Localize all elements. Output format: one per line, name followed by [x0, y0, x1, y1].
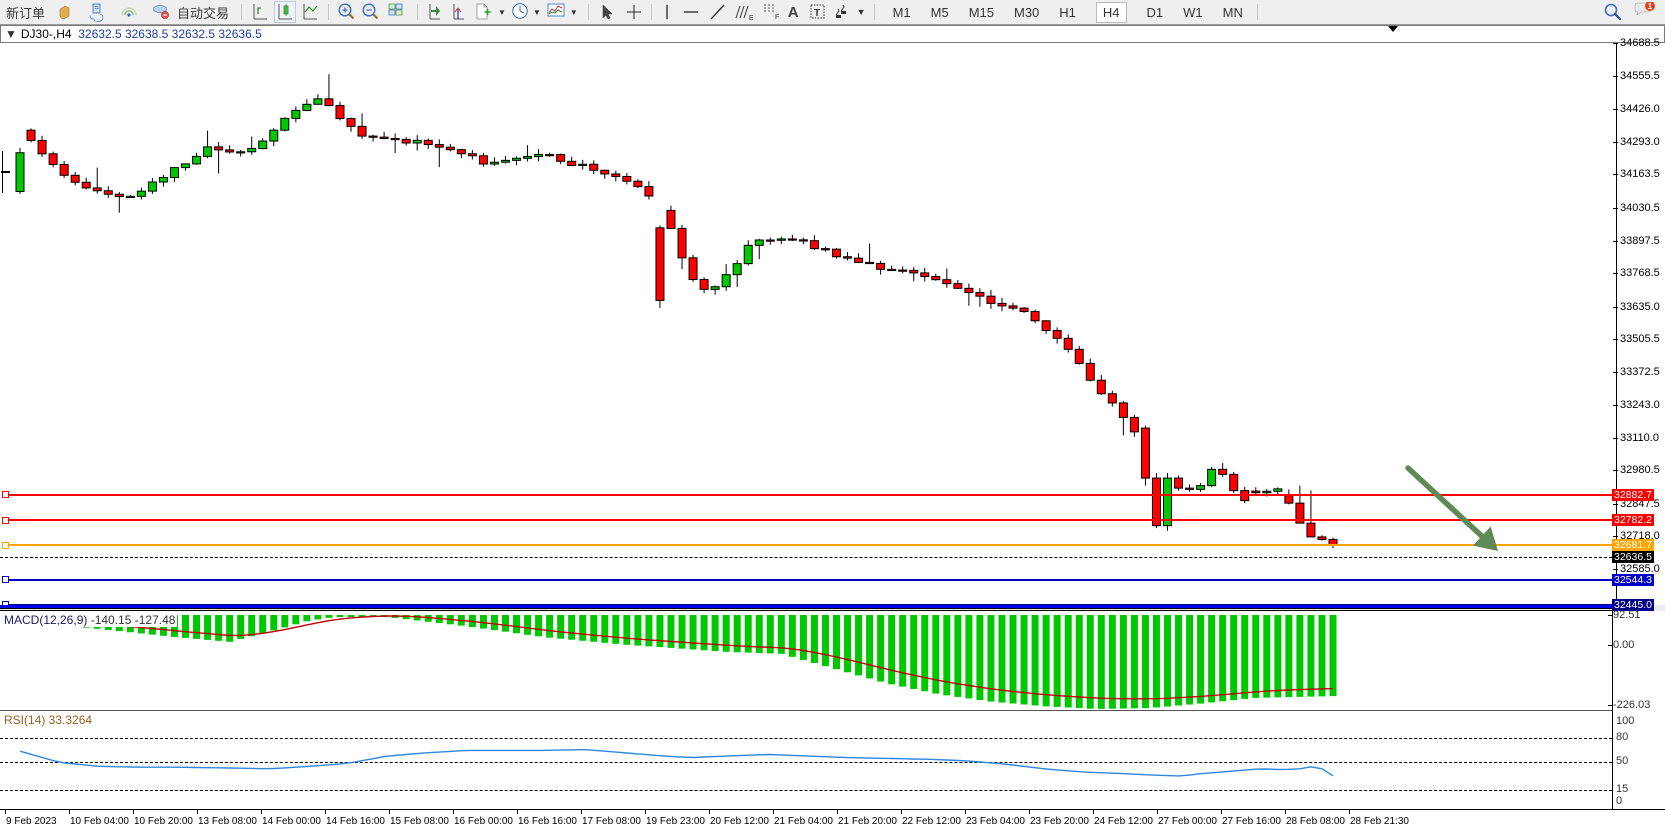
svg-text:T: T: [814, 8, 820, 19]
svg-text:F: F: [775, 14, 779, 21]
svg-text:1: 1: [1648, 2, 1653, 11]
svg-text:E: E: [749, 15, 754, 21]
